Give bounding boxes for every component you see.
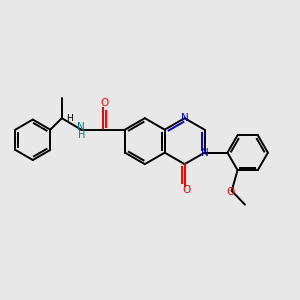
Text: N: N xyxy=(181,113,188,123)
Text: N: N xyxy=(77,122,85,132)
Text: H: H xyxy=(66,114,73,123)
Text: O: O xyxy=(182,185,190,195)
Text: O: O xyxy=(226,187,234,197)
Text: N: N xyxy=(201,148,208,158)
Text: O: O xyxy=(100,98,109,108)
Text: H: H xyxy=(78,130,85,140)
